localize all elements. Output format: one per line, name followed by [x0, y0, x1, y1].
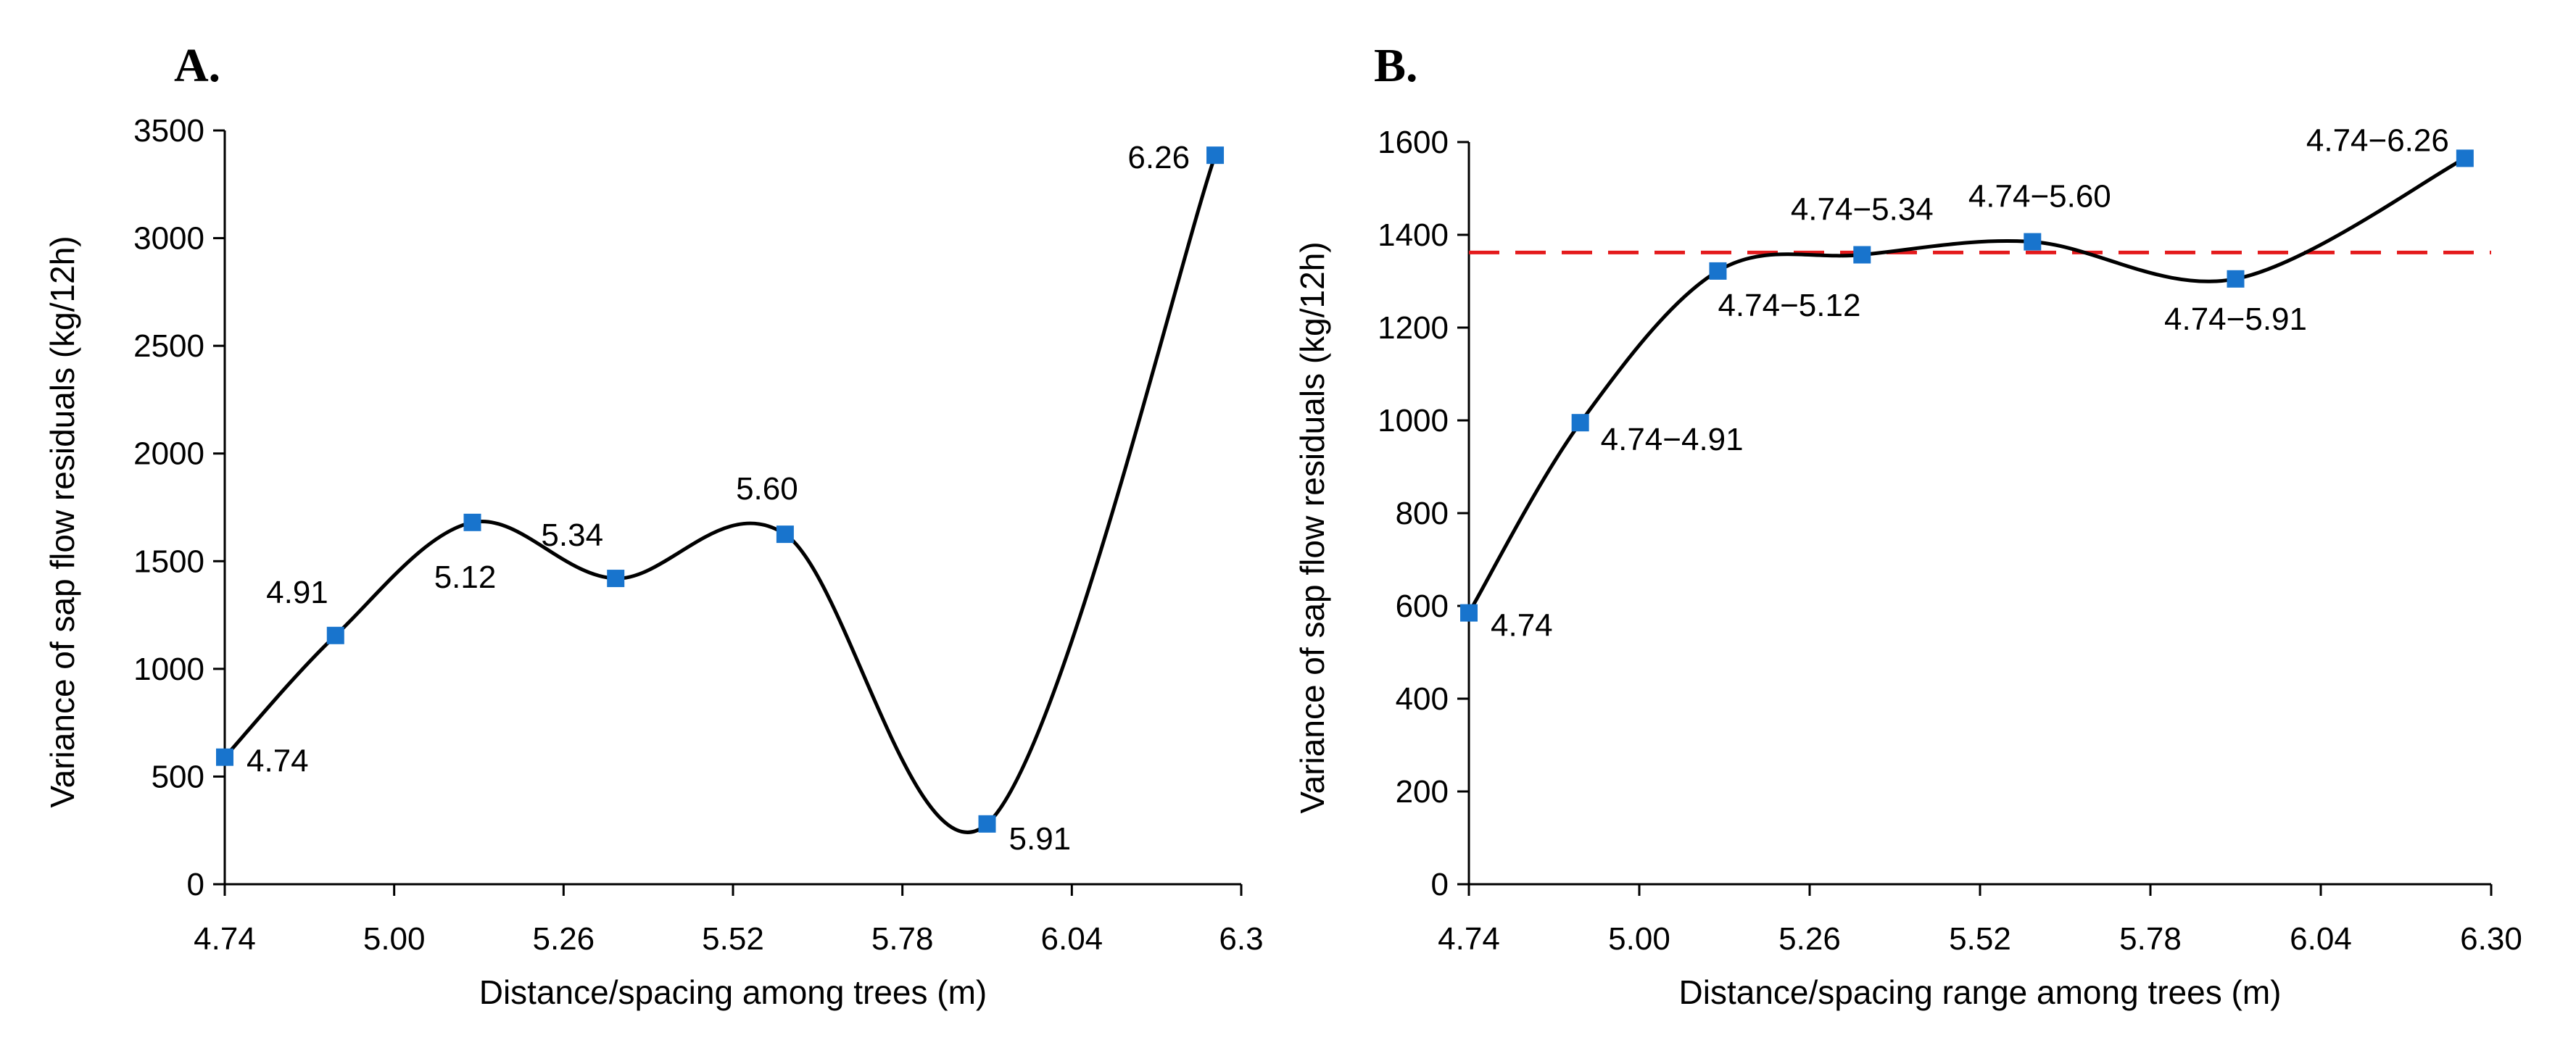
- data-point-marker: [326, 626, 344, 644]
- x-tick-label: 6.30: [2460, 921, 2522, 957]
- panel-a-chart: A. 0 500 1000 1500 2000 2500 3000 3500 4.74 5.00 5.…: [44, 39, 1264, 1011]
- data-point-label: 5.12: [434, 560, 497, 595]
- data-point-label: 4.74−5.60: [1968, 179, 2111, 215]
- data-point-label: 4.74−6.26: [2306, 122, 2449, 158]
- x-tick-label: 5.26: [1778, 921, 1841, 957]
- data-point-marker: [2227, 270, 2245, 288]
- data-point-label: 4.74: [1491, 608, 1553, 644]
- panel-b-chart: B. 0 200 400 600 800 1000 1200 1400 1600 4.74 5.00 5…: [1293, 39, 2522, 1011]
- data-point-marker: [2024, 233, 2042, 251]
- data-point-marker: [776, 525, 794, 544]
- x-tick-label: 6.04: [2290, 921, 2352, 957]
- y-tick-label: 1500: [133, 544, 204, 579]
- x-tick-label: 5.52: [1949, 921, 2011, 957]
- x-tick-label: 5.26: [533, 921, 595, 957]
- y-tick-label: 1000: [133, 652, 204, 687]
- x-tick-label: 4.74: [194, 921, 256, 957]
- y-tick-label: 3000: [133, 221, 204, 257]
- data-point-label: 5.34: [541, 517, 603, 553]
- y-tick-label: 2500: [133, 328, 204, 364]
- y-tick-label: 200: [1396, 774, 1449, 810]
- y-tick-label: 500: [152, 759, 204, 794]
- data-point-label: 4.74: [247, 744, 309, 779]
- x-tick-label: 6.04: [1041, 921, 1103, 957]
- data-point-marker: [2456, 149, 2474, 167]
- panel-label: A.: [174, 39, 220, 92]
- data-point-marker: [216, 748, 233, 766]
- y-tick-label: 2000: [133, 436, 204, 472]
- y-tick-label: 600: [1396, 589, 1449, 624]
- y-tick-label: 800: [1396, 496, 1449, 531]
- x-tick-label: 5.52: [702, 921, 764, 957]
- y-axis-title: Variance of sap flow residuals (kg/12h): [1293, 241, 1331, 813]
- data-point-label: 4.91: [266, 575, 328, 610]
- y-tick-label: 0: [1431, 867, 1449, 902]
- y-tick-label: 3500: [133, 113, 204, 149]
- y-tick-label: 1600: [1378, 125, 1449, 160]
- x-tick-label: 5.00: [1608, 921, 1670, 957]
- x-tick-label: 6.3: [1219, 921, 1263, 957]
- x-axis-title: Distance/spacing among trees (m): [479, 973, 987, 1011]
- data-point-marker: [1460, 604, 1478, 622]
- data-point-label: 4.74−5.12: [1718, 288, 1860, 323]
- data-point-marker: [607, 570, 625, 588]
- y-tick-label: 400: [1396, 681, 1449, 717]
- data-point-marker: [1206, 146, 1225, 165]
- x-tick-label: 4.74: [1438, 921, 1500, 957]
- data-point-label: 4.74−5.91: [2164, 302, 2307, 337]
- panel-label: B.: [1374, 39, 1418, 92]
- data-point-marker: [1853, 246, 1871, 264]
- series-line: [1467, 157, 2466, 614]
- y-tick-label: 0: [187, 867, 204, 902]
- y-axis-title: Variance of sap flow residuals (kg/12h): [44, 236, 81, 807]
- x-tick-label: 5.00: [363, 921, 426, 957]
- data-point-label: 6.26: [1127, 140, 1190, 175]
- data-point-marker: [978, 815, 996, 833]
- data-point-label: 5.91: [1009, 821, 1072, 857]
- x-tick-label: 5.78: [871, 921, 934, 957]
- data-point-marker: [1709, 262, 1727, 280]
- y-tick-label: 1200: [1378, 310, 1449, 346]
- data-point-label: 4.74−4.91: [1601, 422, 1744, 457]
- x-tick-label: 5.78: [2119, 921, 2182, 957]
- y-tick-label: 1000: [1378, 403, 1449, 438]
- data-point-label: 5.60: [736, 471, 798, 507]
- x-axis-title: Distance/spacing range among trees (m): [1679, 973, 2282, 1011]
- y-tick-label: 1400: [1378, 217, 1449, 253]
- series-line: [223, 154, 1217, 834]
- data-point-label: 4.74−5.34: [1791, 192, 1934, 228]
- data-point-marker: [1571, 414, 1589, 432]
- data-point-marker: [463, 513, 481, 531]
